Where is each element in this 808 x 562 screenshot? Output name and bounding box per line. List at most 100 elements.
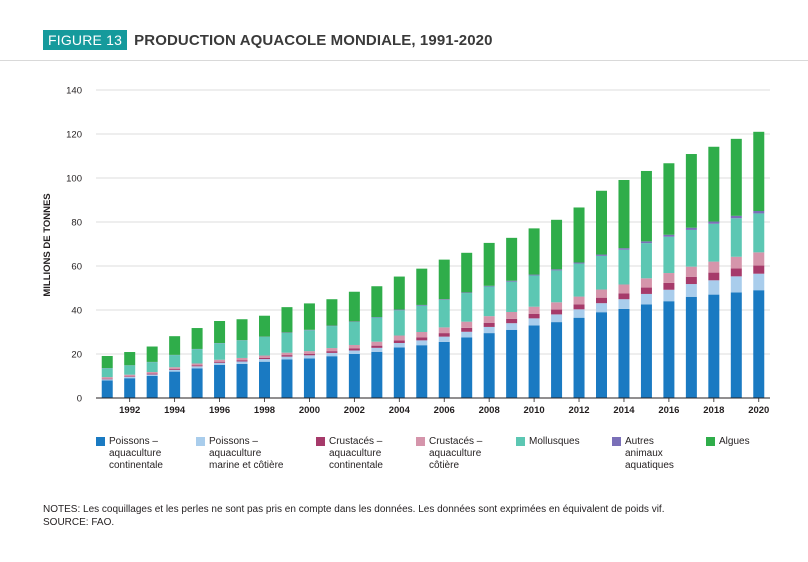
legend-label: Crustacés – aquaculture côtière: [429, 436, 483, 471]
x-tick-label: 2006: [434, 405, 455, 416]
y-axis-ticks: 0 20 40 60 80 100 120 140: [66, 86, 82, 405]
bar-1997-s2: [236, 360, 248, 362]
bar-2001-s6: [326, 299, 338, 326]
bar-2019-s5: [730, 215, 742, 219]
x-tick-label: 2020: [748, 405, 769, 416]
bar-2010-s0: [528, 325, 540, 398]
bar-2013-s1: [596, 303, 607, 313]
bar-2010-s1: [528, 318, 540, 326]
bar-2013-s5: [596, 254, 607, 256]
bar-2017-s0: [685, 296, 697, 398]
bar-2014-s0: [618, 308, 630, 398]
bar-1996-s2: [214, 361, 226, 363]
bar-2005-s1: [416, 340, 428, 346]
bar-2015-s6: [640, 170, 652, 242]
bar-2000-s3: [303, 351, 315, 354]
x-tick-label: 2000: [299, 405, 320, 416]
bar-2003-s1: [371, 347, 383, 352]
bar-1991-s3: [101, 377, 113, 379]
bar-1999-s6: [281, 307, 293, 333]
bar-1991-s0: [101, 380, 113, 398]
bar-2014-s3: [618, 284, 630, 294]
bars: [101, 131, 765, 398]
bar-2014-s4: [618, 249, 630, 285]
bar-2006-s0: [438, 341, 450, 398]
bar-2009-s1: [506, 323, 518, 330]
bar-1996-s4: [214, 343, 226, 360]
bar-2015-s0: [640, 304, 652, 398]
bar-2016-s2: [663, 282, 675, 290]
bar-2016-s6: [663, 163, 675, 235]
legend-label: Algues: [719, 436, 750, 447]
y-tick-label: 60: [71, 262, 82, 273]
bar-2018-s6: [708, 146, 720, 222]
bar-2001-s2: [326, 351, 338, 353]
bar-1995-s6: [191, 328, 203, 349]
bar-1993-s0: [146, 376, 158, 398]
bar-2014-s2: [618, 293, 630, 300]
bar-2006-s3: [438, 327, 450, 334]
bar-2020-s2: [753, 265, 765, 274]
bar-2000-s2: [303, 353, 315, 356]
bar-2015-s2: [640, 287, 652, 294]
bar-2014-s6: [618, 179, 630, 249]
bar-2016-s0: [663, 301, 675, 398]
x-tick-label: 1998: [254, 405, 275, 416]
bar-2007-s5: [461, 292, 473, 294]
bar-2001-s3: [326, 348, 338, 352]
bar-2007-s2: [461, 327, 473, 332]
bar-2004-s2: [393, 340, 405, 343]
notes: NOTES: Les coquillages et les perles ne …: [43, 503, 664, 529]
bar-1991-s2: [101, 378, 113, 380]
bar-2012-s2: [573, 304, 585, 310]
bar-2000-s1: [303, 355, 315, 359]
bar-2019-s6: [730, 138, 742, 216]
bar-2004-s1: [393, 343, 405, 348]
bar-1995-s3: [191, 363, 203, 366]
bar-2011-s6: [551, 219, 563, 270]
x-tick-label: 2004: [389, 405, 411, 416]
bar-2020-s1: [753, 273, 765, 291]
bar-2000-s4: [303, 330, 315, 352]
bar-1997-s0: [236, 363, 248, 398]
bar-2012-s3: [573, 296, 585, 305]
x-tick-label: 2012: [568, 405, 589, 416]
figure-label: FIGURE 13: [43, 30, 128, 50]
bar-1995-s4: [191, 349, 203, 364]
bar-1994-s4: [169, 355, 181, 368]
source-text: SOURCE: FAO.: [43, 517, 115, 528]
bar-1993-s6: [146, 346, 158, 362]
bar-2000-s6: [303, 303, 315, 330]
bar-2008-s0: [483, 333, 495, 398]
bar-1999-s3: [281, 352, 293, 356]
bar-2011-s4: [551, 270, 563, 303]
bar-2009-s6: [506, 237, 518, 281]
bar-1999-s1: [281, 356, 293, 360]
bar-2013-s2: [596, 297, 607, 304]
bar-2010-s4: [528, 275, 540, 307]
bar-2012-s5: [573, 262, 585, 264]
bar-2008-s4: [483, 286, 495, 317]
bar-2003-s6: [371, 286, 383, 318]
x-tick-label: 1996: [209, 405, 230, 416]
bar-2013-s4: [596, 255, 607, 290]
bar-2003-s2: [371, 345, 383, 348]
bar-1995-s1: [191, 366, 203, 369]
bar-2016-s4: [663, 236, 675, 274]
y-tick-label: 100: [66, 174, 82, 185]
bar-2014-s1: [618, 299, 630, 309]
bar-2019-s3: [730, 256, 742, 269]
bar-2008-s2: [483, 322, 495, 327]
y-axis-label: MILLIONS DE TONNES: [42, 193, 53, 296]
bar-2004-s3: [393, 335, 405, 341]
bar-1991-s1: [101, 379, 113, 381]
bar-2012-s6: [573, 207, 585, 263]
x-axis-ticks: 1992 1994 1996 1998 2000 2002 2004 2006 2008 2010…: [119, 398, 769, 416]
bar-1997-s1: [236, 361, 248, 364]
bar-2011-s0: [551, 322, 563, 398]
bar-2005-s0: [416, 345, 428, 398]
bar-2002-s2: [348, 348, 360, 351]
legend-item: Poissons – aquaculture marine et côtière: [196, 436, 283, 472]
bar-2010-s3: [528, 306, 540, 314]
bar-1998-s3: [259, 355, 270, 358]
